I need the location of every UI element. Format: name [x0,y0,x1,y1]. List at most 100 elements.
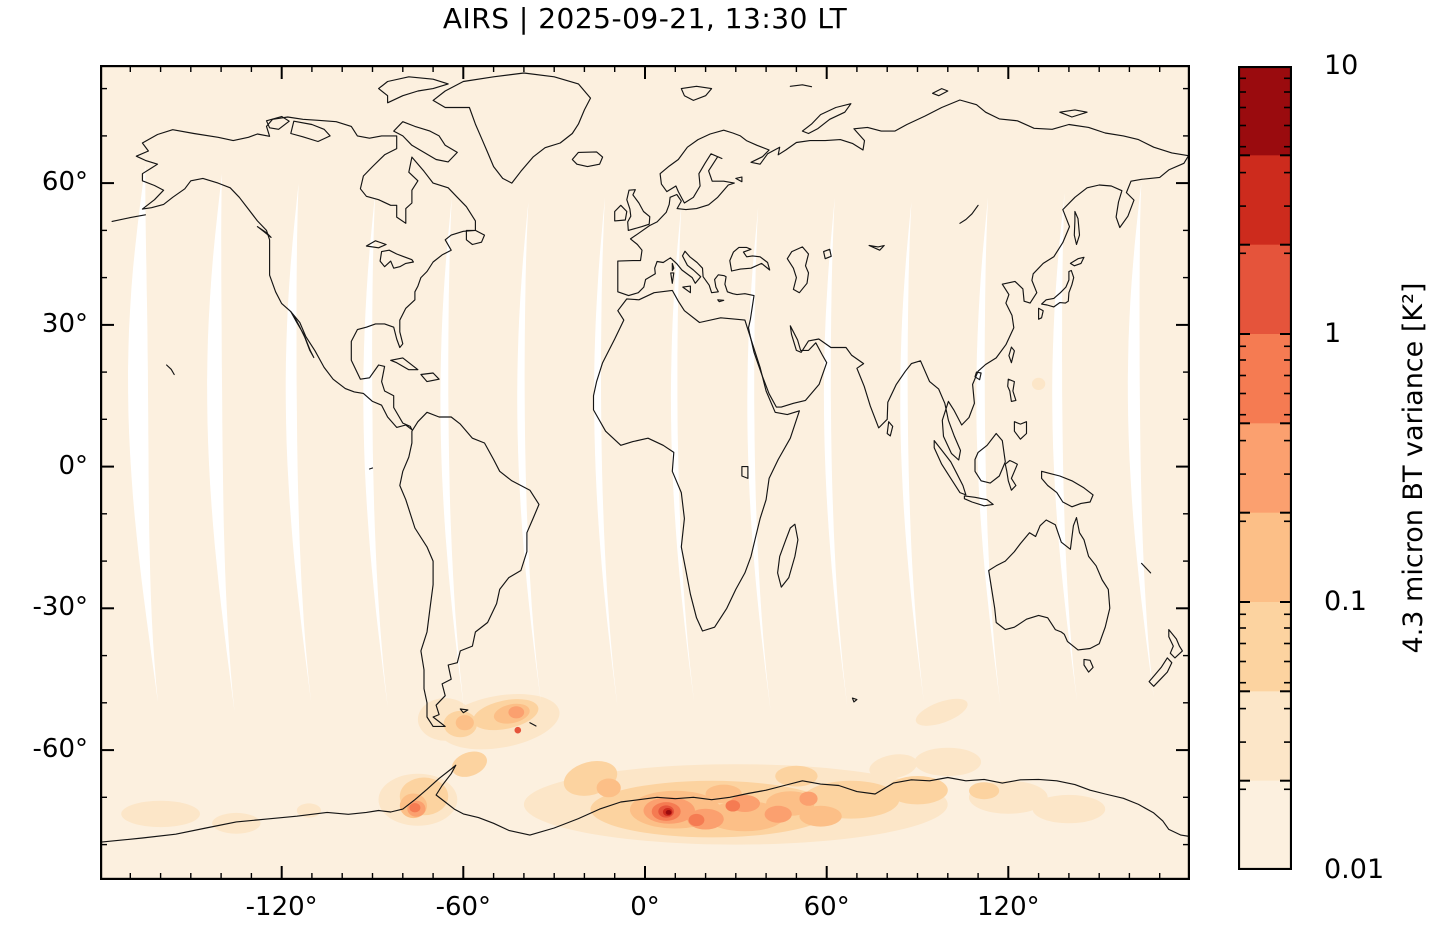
coastline-mindanao [1013,421,1028,440]
heat-blob-level-4 [455,715,474,731]
heat-blob-level-4 [596,778,621,798]
heat-blob-level-3 [969,782,1000,800]
map-plot-area [100,65,1190,880]
y-tick-label--60: -60° [32,734,88,765]
heat-blob-level-6 [725,800,741,812]
coastline-south-georgia [529,722,537,727]
coastline-madagascar [777,523,799,588]
coastline-lake-ladoga [735,176,743,183]
swath-gap [440,197,465,713]
coastline-java [963,495,994,507]
coastline-sardinia [670,272,675,284]
colorbar-segment [1238,334,1292,424]
heat-blob-level-2 [1031,377,1046,390]
colorbar-axis-label: 4.3 micron BT variance [K²] [1398,282,1429,654]
coastline-australia [988,517,1111,651]
coastline-sicily [682,285,691,294]
colorbar-tick-label-1: 1 [1324,318,1342,349]
coastline-tasmania [1083,658,1094,673]
colorbar-segment [1238,780,1292,871]
coastline-cuba [390,357,419,371]
colorbar-gradient [1237,65,1293,871]
heat-blob-level-2 [914,747,982,777]
heat-blob-level-2 [869,754,918,779]
coastline-aral-sea [823,248,832,260]
coastline-corsica [671,262,675,272]
coastline-hokkaido [1069,256,1085,267]
coastline-falklands [459,708,469,714]
coastline-novaya-zemlya [801,103,852,135]
coastline-lake-victoria [741,466,749,479]
variance-field [121,377,1106,845]
heat-blob-level-3 [887,776,948,805]
colorbar-tick-label-10: 10 [1324,50,1359,81]
heat-blob-level-3 [775,765,818,787]
coastline-newfoundland [465,229,486,246]
heat-blob-level-4 [799,805,842,827]
swath-gap [517,202,541,703]
y-tick-label-0: 0° [58,450,88,481]
coastline-hispaniola [420,372,440,383]
coastline-ellesmere [378,76,449,104]
coastline-vancouver-island [256,226,272,238]
coastline-sakhalin [1073,210,1081,246]
swath-gap [670,202,695,703]
coastline-lake-baikal [959,204,979,224]
map-background [100,65,1190,880]
swath-gap [1052,192,1078,703]
colorbar-segment [1238,602,1292,692]
coastline-ireland [614,204,628,222]
colorbar [1237,65,1293,871]
heat-blob-level-6 [409,803,421,813]
coastline-aleutians [111,214,146,222]
heat-blob-level-2 [212,812,261,834]
swath-gap [594,197,618,708]
x-tick-label-60: 60° [803,892,850,922]
y-tick-label-30: 30° [41,308,88,339]
heat-blob-level-9 [665,810,672,815]
coastline-svalbard [680,85,713,101]
x-tick-label--120: -120° [245,892,318,922]
colorbar-segment [1238,691,1292,782]
colorbar-tick-label-0.01: 0.01 [1324,854,1385,885]
heat-blob-level-2 [1032,794,1106,824]
coastline-great-lakes-east [379,249,414,269]
heat-blob-level-6 [688,813,705,827]
coastline-sumatra [933,440,967,496]
coastline-sri-lanka [886,421,894,437]
y-tick-label--30: -30° [32,592,88,623]
coastline-banks-island [265,115,290,130]
coastline-nz-north-island [1168,629,1183,659]
heat-blob-level-7 [514,726,522,734]
coastline-iceland [571,151,604,168]
heat-blob-level-5 [764,805,792,823]
coastline-great-britain [626,189,651,231]
coastline-hawaii [166,364,175,376]
heat-blob-level-3 [451,751,487,777]
heat-blob-level-2 [915,698,968,726]
swath-gap [128,164,158,703]
swath-gap [900,202,924,703]
colorbar-segment [1238,512,1292,603]
coastline-new-caledonia [1141,562,1152,574]
x-tick-label-120: 120° [977,892,1040,922]
swath-gap [1127,183,1154,699]
coastline-baja-california [290,311,315,359]
chart-title: AIRS | 2025-09-21, 13:30 LT [442,2,848,35]
plot-frame [100,65,1190,880]
colorbar-segment [1238,66,1292,156]
coastline-lake-balkhash [868,244,885,251]
swath-gap [976,197,1001,708]
coastline-africa [592,289,800,632]
colorbar-segment [1238,244,1292,335]
coastline-borneo [974,432,1006,484]
coastline-eurasia [617,99,1190,461]
coastline-victoria-island [290,120,331,143]
heat-blob-level-4 [705,801,785,832]
coastline-nz-south-island [1148,657,1173,687]
coastline-hainan [974,371,982,381]
heat-blob-level-5 [508,706,525,719]
coastline-galapagos [368,467,374,470]
coastline-kyushu [1038,307,1044,320]
colorbar-frame [1237,65,1293,871]
